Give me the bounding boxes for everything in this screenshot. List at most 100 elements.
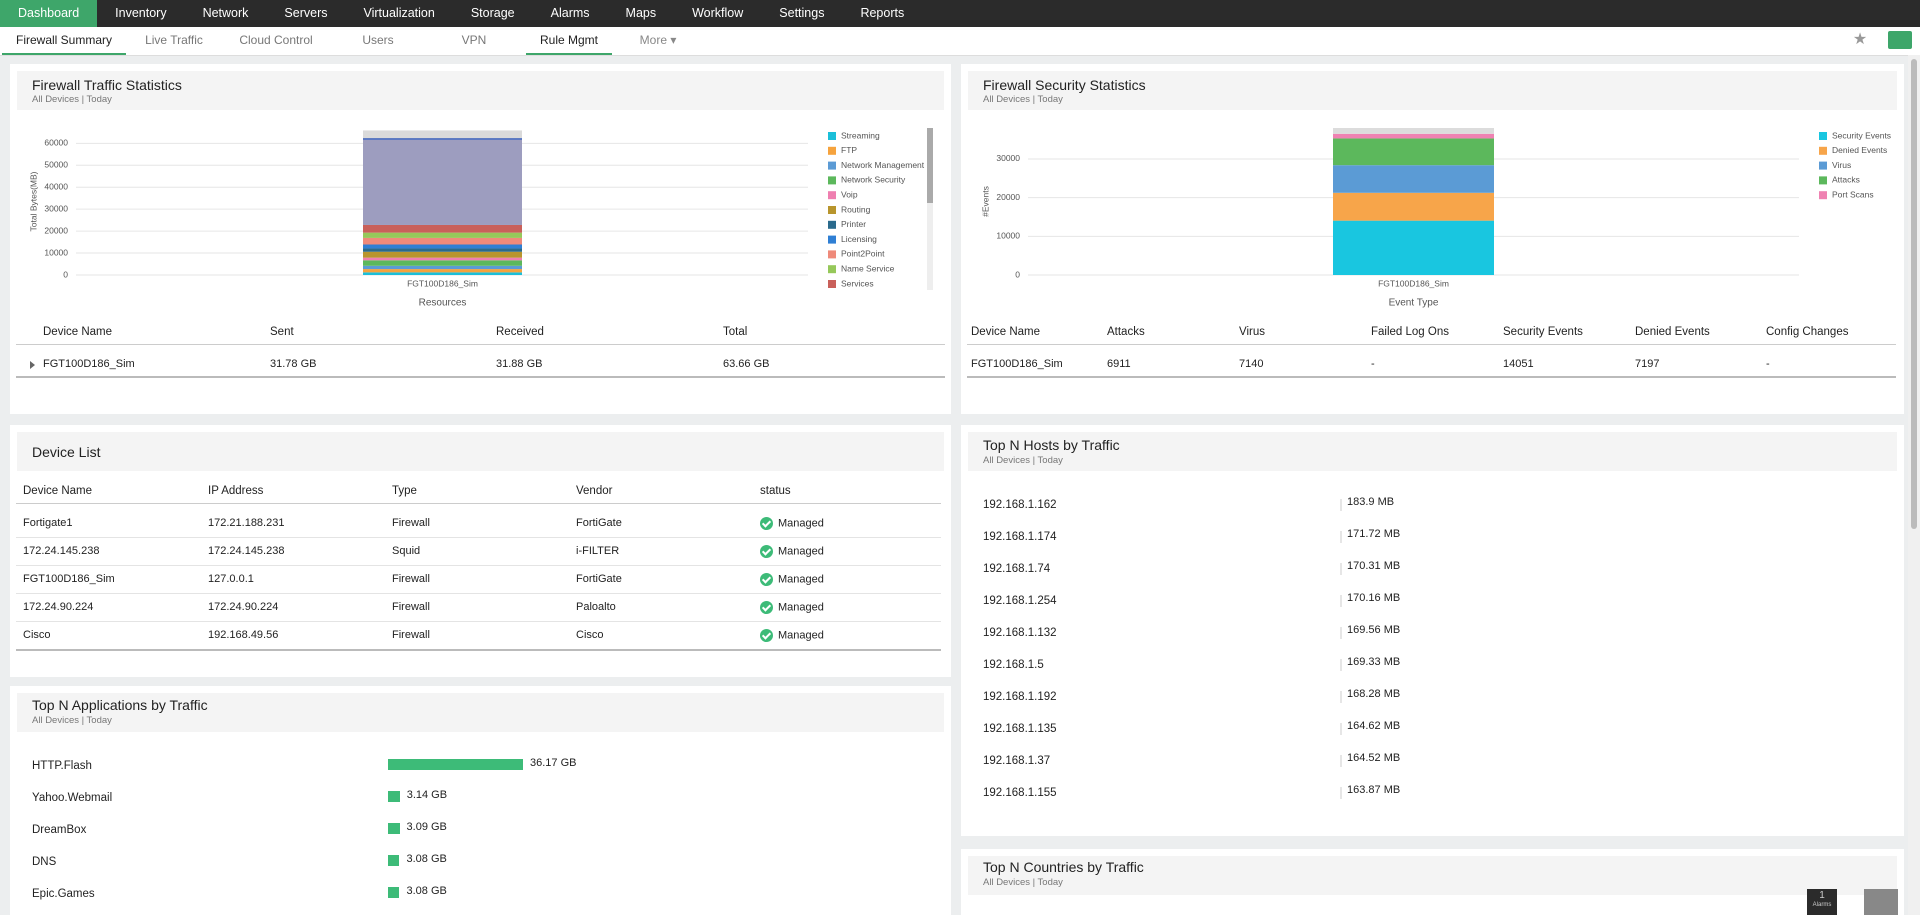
- host-traffic: 163.87 MB: [1347, 784, 1401, 796]
- column-header[interactable]: Device Name: [43, 326, 113, 338]
- host-traffic: 164.62 MB: [1347, 720, 1401, 732]
- nav-tab[interactable]: Settings: [779, 6, 825, 20]
- legend-label: Network Security: [841, 175, 906, 185]
- add-widget[interactable]: [1888, 31, 1912, 49]
- table-cell: Managed: [760, 545, 824, 558]
- column-header[interactable]: Failed Log Ons: [1371, 326, 1449, 338]
- page-scrollbar[interactable]: [1908, 55, 1920, 915]
- table-cell: Managed: [760, 517, 824, 530]
- column-header[interactable]: Security Events: [1503, 326, 1583, 338]
- cell-text: FortiGate: [576, 573, 622, 585]
- column-header[interactable]: Device Name: [971, 326, 1041, 338]
- y-tick-label: 20000: [996, 192, 1020, 202]
- host-traffic: 183.9 MB: [1347, 496, 1395, 508]
- bar: [388, 887, 400, 898]
- column-header[interactable]: Sent: [270, 326, 294, 338]
- chart: 0 10000 20000 30000 #Events Event Type FGT100D…: [980, 128, 1891, 309]
- column-header[interactable]: Total: [723, 326, 748, 338]
- favorite-star[interactable]: ★: [1852, 31, 1868, 48]
- legend-label: Security Events: [1832, 130, 1891, 140]
- column-header[interactable]: Config Changes: [1766, 326, 1849, 338]
- value-label: 3.08 GB: [406, 853, 447, 865]
- table-cell: 14051: [1503, 358, 1534, 370]
- row-expander[interactable]: [30, 361, 35, 369]
- nav-tab[interactable]: Network: [202, 6, 249, 20]
- column-header[interactable]: Denied Events: [1635, 326, 1710, 338]
- value-label: 3.14 GB: [406, 789, 448, 801]
- cell-text: Paloalto: [576, 601, 616, 613]
- host-bar: [1340, 499, 1342, 511]
- nav-tab[interactable]: Maps: [625, 6, 657, 20]
- column-header[interactable]: status: [760, 485, 791, 497]
- more-menu[interactable]: More ▾: [639, 33, 677, 47]
- sub-tab[interactable]: Cloud Control: [239, 33, 313, 47]
- legend-scrollbar[interactable]: [927, 128, 933, 290]
- y-tick-label: 20000: [44, 225, 68, 235]
- legend-swatch: [828, 176, 836, 185]
- widget-header: [968, 432, 1897, 471]
- y-tick-label: 30000: [996, 153, 1020, 163]
- value-label: 3.09 GB: [406, 821, 447, 833]
- nav-tab[interactable]: Reports: [860, 6, 905, 20]
- value-label: 36.17 GB: [530, 757, 577, 769]
- nav-tab[interactable]: Servers: [284, 6, 328, 20]
- table-cell: 31.88 GB: [496, 358, 542, 370]
- table-cell: 31.78 GB: [270, 358, 316, 370]
- chat-button[interactable]: [1864, 889, 1898, 915]
- cell-text: 6911: [1107, 358, 1131, 370]
- top-nav: Dashboard Inventory Network Servers Virtuali…: [0, 0, 1920, 27]
- bar-segment: [363, 272, 522, 275]
- sub-tab[interactable]: Firewall Summary: [1, 27, 127, 55]
- sub-tab[interactable]: Rule Mgmt: [525, 27, 613, 55]
- nav-tab[interactable]: Dashboard: [0, 0, 98, 27]
- nav-tab[interactable]: Alarms: [550, 6, 590, 20]
- column-header[interactable]: Device Name: [23, 485, 93, 497]
- bar-segment: [363, 260, 522, 266]
- column-header[interactable]: Vendor: [576, 485, 613, 497]
- row-rule: [16, 565, 941, 566]
- legend-swatch: [1819, 161, 1827, 170]
- bar-segment: [363, 130, 522, 139]
- column-header[interactable]: Received: [496, 326, 544, 338]
- bar-segment: [363, 248, 522, 252]
- sub-tab[interactable]: Live Traffic: [145, 33, 203, 47]
- status-icon: [760, 573, 773, 586]
- table-cell: 172.24.90.224: [23, 601, 93, 613]
- table-cell: 7197: [1635, 358, 1659, 370]
- column-header[interactable]: Type: [392, 485, 417, 497]
- bar-segment: [363, 138, 522, 140]
- widget-title: Device List: [32, 444, 101, 460]
- table-cell: Managed: [760, 629, 824, 642]
- column-header[interactable]: Attacks: [1107, 326, 1145, 338]
- scroll-thumb[interactable]: [927, 128, 933, 203]
- cell-text: Firewall: [392, 629, 430, 641]
- sub-tab[interactable]: VPN: [461, 33, 487, 47]
- bar: [388, 855, 400, 866]
- alarm-badge[interactable]: 1 Alarms: [1807, 889, 1837, 915]
- nav-tab[interactable]: Inventory: [115, 6, 167, 20]
- chart: 0 10000 20000 30000 40000 50000 60000 Total Byt…: [28, 130, 925, 308]
- nav-tab[interactable]: Workflow: [692, 6, 744, 20]
- cell-text: Managed: [778, 545, 824, 558]
- column-header[interactable]: IP Address: [208, 485, 264, 497]
- x-tick-label: FGT100D186_Sim: [1378, 278, 1449, 288]
- host-ip: 192.168.1.37: [983, 755, 1051, 767]
- scroll-thumb[interactable]: [1911, 59, 1917, 529]
- more-label[interactable]: More: [639, 33, 667, 47]
- sub-tab[interactable]: Users: [362, 33, 394, 47]
- cell-text: Firewall: [392, 517, 430, 529]
- table-cell: FortiGate: [576, 573, 622, 585]
- header-rule: [16, 503, 941, 504]
- cell-text: 172.24.90.224: [23, 601, 94, 613]
- cell-text: 127.0.0.1: [208, 573, 254, 585]
- host-traffic: 169.33 MB: [1347, 656, 1401, 668]
- nav-tab[interactable]: Virtualization: [363, 6, 435, 20]
- table-cell: Firewall: [392, 573, 430, 585]
- cell-text: i-FILTER: [576, 545, 620, 557]
- cell-text: Managed: [778, 629, 824, 642]
- legend-swatch: [828, 161, 836, 170]
- cell-text: Squid: [392, 545, 421, 557]
- nav-tab[interactable]: Storage: [470, 6, 515, 20]
- host-bar: [1340, 531, 1342, 543]
- column-header[interactable]: Virus: [1239, 326, 1265, 338]
